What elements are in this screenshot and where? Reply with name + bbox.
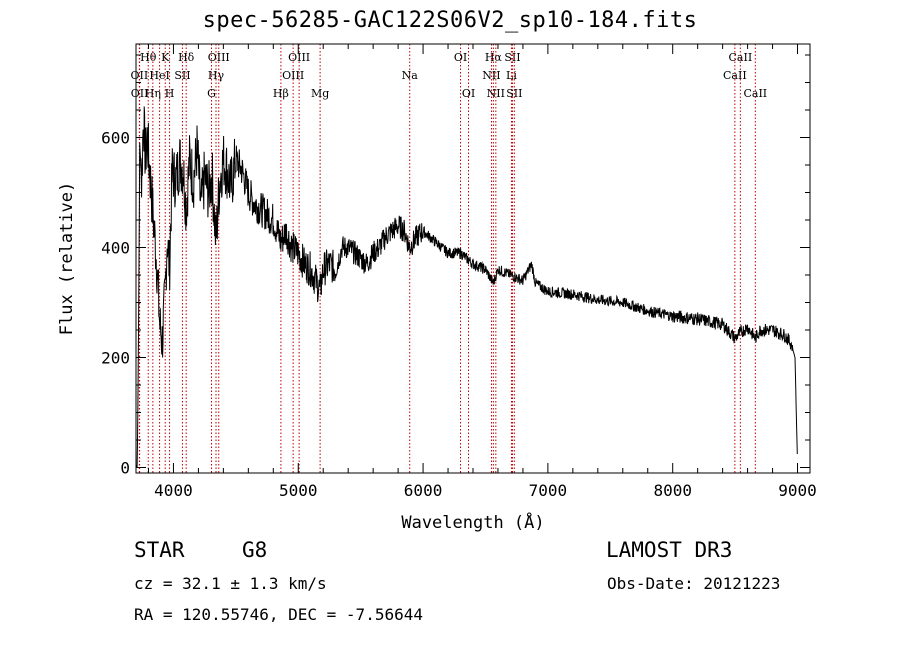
line-marker-label: H: [165, 87, 175, 100]
line-marker-label: Na: [402, 69, 419, 82]
line-marker-label: Li: [506, 69, 517, 82]
x-tick-label: 7000: [529, 481, 568, 500]
spectrum-line: [135, 106, 798, 468]
line-marker-label: HeI: [149, 69, 169, 82]
line-marker-label: G: [207, 87, 216, 100]
line-marker-label: Hβ: [273, 87, 289, 100]
line-marker-label: CaII: [729, 51, 753, 64]
y-tick-label: 200: [101, 349, 130, 368]
x-axis-label: Wavelength (Å): [401, 511, 544, 533]
line-marker-label: CaII: [743, 87, 767, 100]
line-marker-label: Hγ: [208, 69, 225, 82]
redshift-readout: cz = 32.1 ± 1.3 km/s: [134, 574, 327, 593]
line-marker-label: Hα: [485, 51, 503, 64]
line-marker-label: OIII: [282, 69, 304, 82]
line-marker-label: OI: [454, 51, 467, 64]
line-marker-label: Mg: [311, 87, 329, 100]
line-marker-label: CaII: [723, 69, 747, 82]
line-marker-label: NII: [482, 69, 500, 82]
line-marker-label: OIII: [208, 51, 230, 64]
line-marker-label: OII: [131, 87, 149, 100]
obs-date: Obs-Date: 20121223: [607, 574, 781, 593]
line-marker-label: Hθ: [140, 51, 157, 64]
survey-name: LAMOST DR3: [606, 538, 733, 562]
line-marker-label: NII: [487, 87, 505, 100]
line-marker-label: SII: [506, 87, 522, 100]
line-marker-label: OIII: [288, 51, 310, 64]
x-tick-label: 9000: [778, 481, 817, 500]
y-tick-label: 600: [101, 129, 130, 148]
line-marker-label: SII: [174, 69, 190, 82]
y-axis-label: Flux (relative): [57, 182, 77, 336]
line-marker-label: K: [161, 51, 170, 64]
object-class: STAR: [134, 538, 185, 562]
line-marker-label: Hδ: [178, 51, 195, 64]
x-tick-label: 4000: [154, 481, 193, 500]
coordinates-readout: RA = 120.55746, DEC = -7.56644: [134, 605, 423, 624]
spectral-subclass: G8: [242, 538, 268, 562]
y-tick-label: 400: [101, 239, 130, 258]
y-tick-label: 0: [120, 459, 130, 478]
x-tick-label: 8000: [653, 481, 692, 500]
x-tick-label: 6000: [404, 481, 443, 500]
line-marker-label: Hη: [145, 87, 161, 100]
line-marker-label: OI: [462, 87, 475, 100]
x-tick-label: 5000: [279, 481, 318, 500]
chart-title: spec-56285-GAC122S06V2_sp10-184.fits: [202, 8, 698, 33]
line-marker-label: SII: [504, 51, 520, 64]
